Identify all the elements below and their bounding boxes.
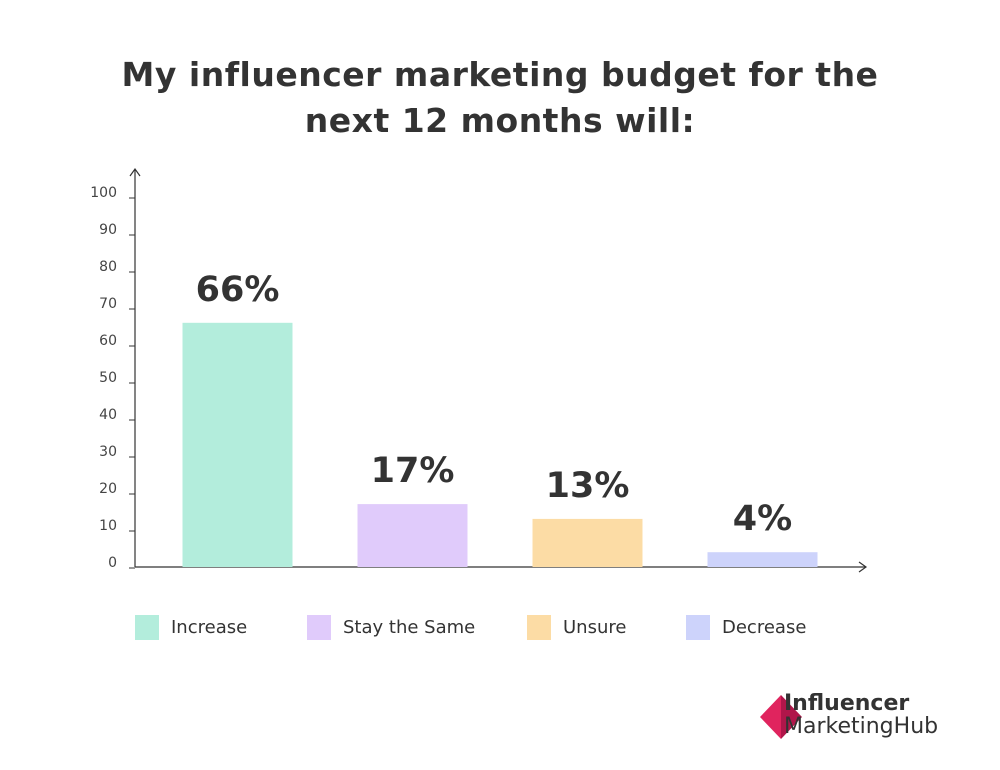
legend-label: Stay the Same [343,617,475,638]
logo-line2: MarketingHub [784,714,938,739]
chart-title: My influencer marketing budget for the n… [121,55,879,140]
value-label: 17% [371,451,455,491]
y-tick-label: 90 [99,222,117,238]
bar [357,504,468,567]
value-label: 66% [196,270,280,310]
logo-mark [760,695,781,739]
legend-label: Increase [171,617,247,638]
y-tick-label: 70 [99,296,117,312]
y-tick-label: 50 [99,370,117,386]
y-tick-label: 20 [99,481,117,497]
y-tick-label: 10 [99,518,117,534]
value-label: 4% [733,499,792,539]
y-tick-label: 60 [99,333,117,349]
x-axis-arrow [858,561,868,573]
legend-swatch [307,615,331,640]
legend-swatch [686,615,710,640]
y-tick-label: 0 [108,555,117,571]
y-axis-arrow [129,167,141,177]
legend-swatch [527,615,551,640]
legend-swatch [135,615,159,640]
bar [182,322,293,567]
logo-mark-shade [781,695,802,739]
bar [707,552,818,567]
y-tick-label: 80 [99,259,117,275]
bar [532,518,643,567]
y-tick-label: 100 [90,185,117,201]
value-label: 13% [546,466,630,506]
legend-label: Decrease [722,617,806,638]
y-tick-label: 40 [99,407,117,423]
logo-line1: Influencer [784,691,909,716]
legend-label: Unsure [563,617,626,638]
y-tick-label: 30 [99,444,117,460]
